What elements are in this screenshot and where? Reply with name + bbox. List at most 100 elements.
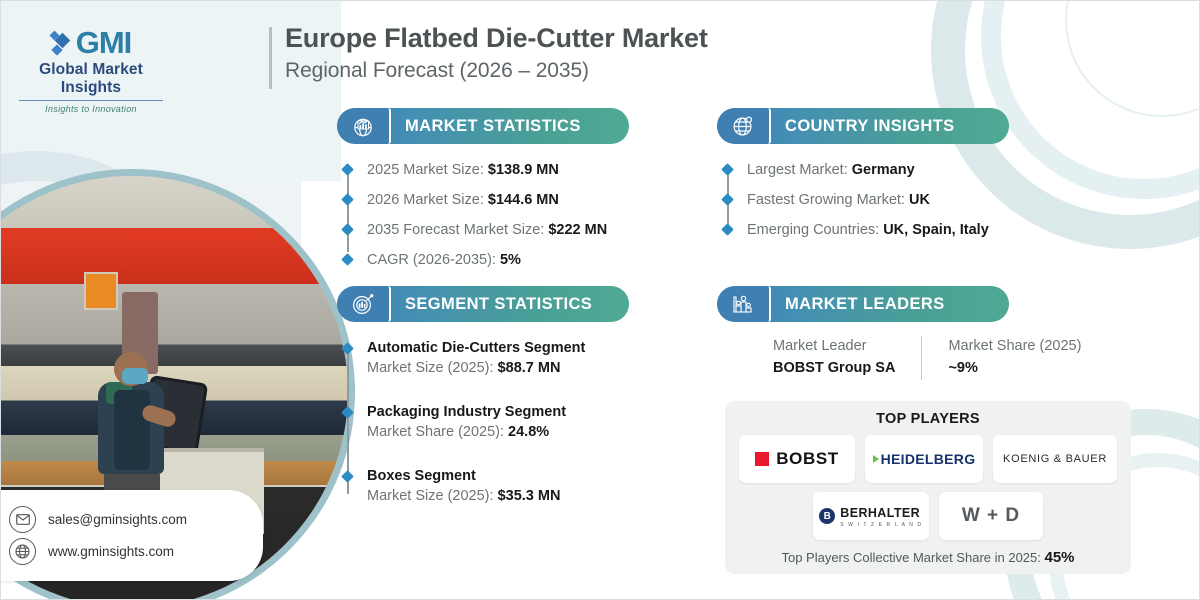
stat-value: 5% xyxy=(499,252,521,269)
segment-title: Packaging Industry Segment xyxy=(367,404,567,421)
insight-value: Germany xyxy=(851,162,915,178)
globe-pin-icon xyxy=(717,108,771,144)
player-name: HEIDELBERG xyxy=(880,451,976,467)
list-item: 2035 Forecast Market Size: $222 MN xyxy=(341,220,629,241)
market-share-caption: Market Share (2025) xyxy=(948,338,1082,354)
podium-icon xyxy=(717,286,771,322)
insight-label: Emerging Countries: xyxy=(747,222,884,239)
country-insights-header: COUNTRY INSIGHTS xyxy=(717,108,1009,144)
heidelberg-triangle-icon xyxy=(872,455,879,463)
stat-label: 2035 Forecast Market Size: xyxy=(367,222,549,239)
page-title: Europe Flatbed Die-Cutter Market xyxy=(285,23,708,53)
analytics-target-icon xyxy=(337,286,391,322)
country-insights-label: COUNTRY INSIGHTS xyxy=(785,116,955,135)
segment-title: Automatic Die-Cutters Segment xyxy=(367,340,586,356)
insight-value: UK, Spain, Italy xyxy=(883,222,989,239)
logo-company-name: Global Market Insights xyxy=(39,61,143,96)
bobst-square-icon xyxy=(755,452,770,466)
market-statistics-header: MARKET STATISTICS xyxy=(337,108,629,144)
player-logo-berhalter[interactable]: B BERHALTER S W I T Z E R L A N D xyxy=(813,492,929,540)
section-market-leaders: MARKET LEADERS Market Leader BOBST Group… xyxy=(717,286,1081,380)
bullet-diamond-icon xyxy=(341,253,354,266)
contact-website-row[interactable]: www.gminsights.com xyxy=(9,538,247,565)
contact-panel: sales@gminsights.com www.gminsights.com xyxy=(1,490,263,581)
market-statistics-label: MARKET STATISTICS xyxy=(405,116,581,135)
list-item: Largest Market: Germany xyxy=(721,160,1009,181)
factory-worker xyxy=(92,352,178,532)
market-leader-column: Market Leader BOBST Group SA xyxy=(773,336,921,380)
logo-mark: GMI xyxy=(13,27,169,58)
bullet-diamond-icon xyxy=(721,223,734,236)
bullet-diamond-icon xyxy=(341,193,354,206)
top-players-row-2: B BERHALTER S W I T Z E R L A N D W + D xyxy=(737,492,1119,540)
top-players-title: TOP PLAYERS xyxy=(876,411,980,427)
bullet-diamond-icon xyxy=(341,342,354,355)
bullet-diamond-icon xyxy=(341,406,354,419)
market-leaders-detail: Market Leader BOBST Group SA Market Shar… xyxy=(717,336,1081,380)
market-leaders-label: MARKET LEADERS xyxy=(785,294,945,313)
machine-orange-panel xyxy=(84,272,118,310)
section-market-statistics: MARKET STATISTICS 2025 Market Size: $138… xyxy=(337,108,629,280)
globe-icon xyxy=(9,538,36,565)
segment-title: Boxes Segment xyxy=(367,468,476,485)
segment-metric: Market Share (2025): xyxy=(367,424,509,441)
section-segment-statistics: SEGMENT STATISTICS Automatic Die-Cutters… xyxy=(337,286,629,530)
list-item: CAGR (2026-2035): 5% xyxy=(341,250,629,271)
bullet-diamond-icon xyxy=(341,163,354,176)
logo-initials: GMI xyxy=(75,25,133,60)
stat-label: CAGR (2026-2035): xyxy=(367,252,500,269)
market-leader-caption: Market Leader xyxy=(773,338,867,354)
player-logo-koenig-bauer[interactable]: KOENIG & BAUER xyxy=(993,435,1117,483)
background-tint-top-left-secondary xyxy=(1,1,341,181)
player-logo-wd[interactable]: W + D xyxy=(939,492,1043,540)
player-subtitle: S W I T Z E R L A N D xyxy=(840,522,923,528)
stat-label: 2025 Market Size: xyxy=(367,162,488,178)
bullet-diamond-icon xyxy=(721,163,734,176)
top-players-footer-value: 45% xyxy=(1044,549,1075,566)
top-players-row-1: BOBST HEIDELBERG KOENIG & BAUER xyxy=(737,435,1119,483)
market-share-value: ~9% xyxy=(948,359,978,376)
player-name: BOBST xyxy=(776,449,839,468)
worker-face-mask xyxy=(122,368,148,384)
list-item: Emerging Countries: UK, Spain, Italy xyxy=(721,220,1009,241)
title-block: Europe Flatbed Die-Cutter Market Regiona… xyxy=(269,23,708,89)
bullet-diamond-icon xyxy=(721,193,734,206)
list-item: 2026 Market Size: $144.6 MN xyxy=(341,190,629,211)
player-logo-heidelberg[interactable]: HEIDELBERG xyxy=(865,435,983,483)
player-name: KOENIG & BAUER xyxy=(1003,453,1107,465)
segment-metric: Market Size (2025): xyxy=(367,488,498,505)
insight-value: UK xyxy=(908,192,930,209)
list-item: Fastest Growing Market: UK xyxy=(721,190,1009,211)
segment-statistics-label: SEGMENT STATISTICS xyxy=(405,294,593,313)
gmi-logo: GMI Global Market Insights Insights to I… xyxy=(13,27,169,114)
list-item: Boxes Segment Market Size (2025): $35.3 … xyxy=(341,466,629,508)
list-item: Automatic Die-Cutters Segment Market Siz… xyxy=(341,338,629,380)
stat-label: 2026 Market Size: xyxy=(367,192,488,209)
market-leader-value: BOBST Group SA xyxy=(773,359,896,376)
worker-apron xyxy=(114,390,150,470)
globe-chart-icon xyxy=(337,108,391,144)
market-share-column: Market Share (2025) ~9% xyxy=(921,336,1081,380)
berhalter-badge-icon: B xyxy=(819,508,836,524)
country-insights-list: Largest Market: Germany Fastest Growing … xyxy=(717,160,1009,241)
page-subtitle: Regional Forecast (2026 – 2035) xyxy=(285,59,589,83)
list-item: Packaging Industry Segment Market Share … xyxy=(341,402,629,444)
list-item: 2025 Market Size: $138.9 MN xyxy=(341,160,629,181)
envelope-icon xyxy=(9,506,36,533)
player-logo-bobst[interactable]: BOBST xyxy=(739,435,855,483)
contact-website: www.gminsights.com xyxy=(48,544,175,559)
contact-email-row[interactable]: sales@gminsights.com xyxy=(9,506,247,533)
stat-value: $138.9 MN xyxy=(487,162,559,178)
market-statistics-list: 2025 Market Size: $138.9 MN 2026 Market … xyxy=(337,160,629,271)
stat-value: $222 MN xyxy=(548,222,608,239)
bullet-diamond-icon xyxy=(341,223,354,236)
logo-diamond-icon xyxy=(49,29,73,57)
segment-value: $35.3 MN xyxy=(497,488,561,505)
segment-metric: Market Size (2025): xyxy=(367,360,498,377)
insight-label: Largest Market: xyxy=(747,162,852,178)
market-leaders-header: MARKET LEADERS xyxy=(717,286,1009,322)
contact-email: sales@gminsights.com xyxy=(48,512,188,527)
segment-statistics-list: Automatic Die-Cutters Segment Market Siz… xyxy=(337,338,629,508)
segment-value: $88.7 MN xyxy=(497,360,561,377)
bullet-diamond-icon xyxy=(341,470,354,483)
